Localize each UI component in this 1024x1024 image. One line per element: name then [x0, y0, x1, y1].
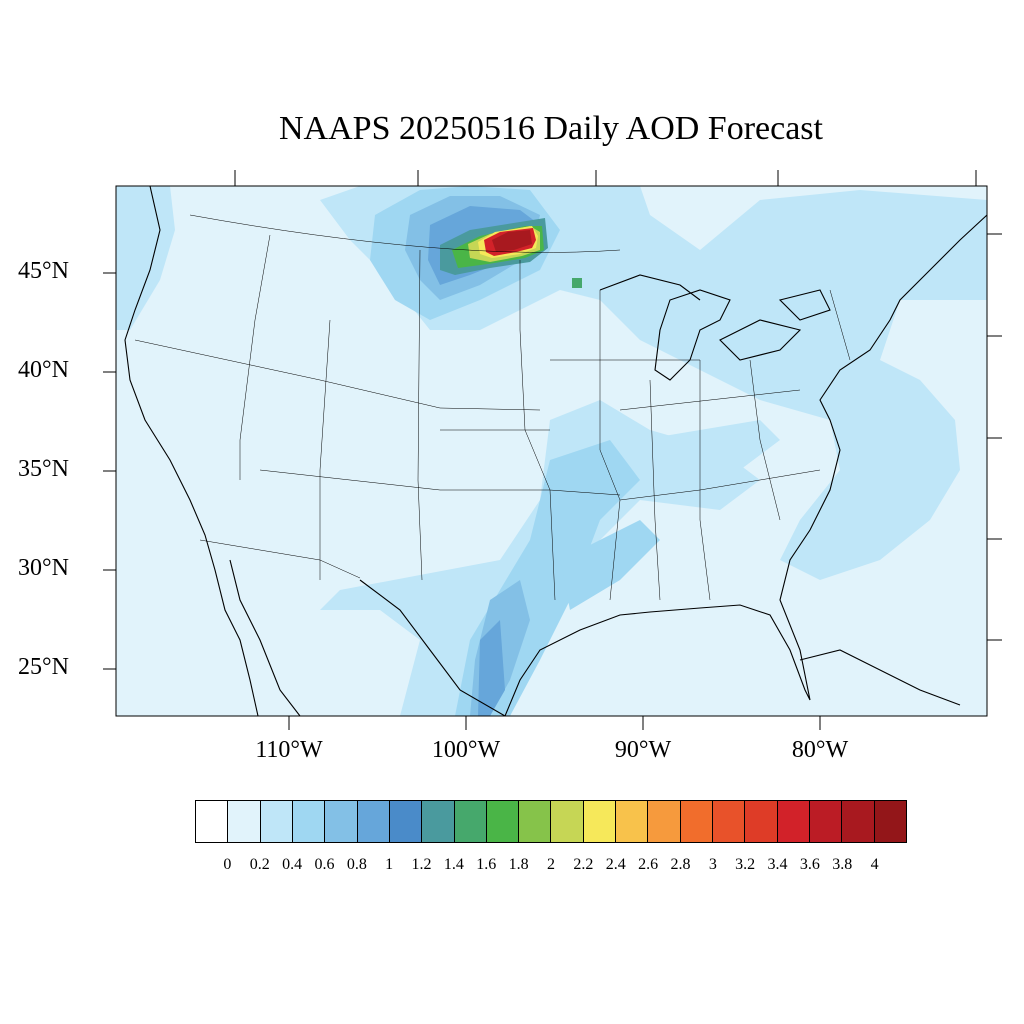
colorbar-tick-label: 1.8	[508, 856, 529, 873]
colorbar-tick-label: 3.8	[832, 856, 853, 873]
colorbar-swatch	[292, 801, 326, 842]
map-frame	[115, 185, 988, 717]
coastlines	[124, 186, 987, 716]
colorbar-swatch	[196, 801, 229, 842]
lon-label-110w: 110°W	[255, 737, 323, 763]
colorbar-swatch	[616, 801, 649, 842]
colorbar-swatch	[842, 801, 875, 842]
colorbar-swatch	[745, 801, 778, 842]
colorbar	[195, 800, 907, 843]
map-title: NAAPS 20250516 Daily AOD Forecast	[279, 110, 823, 147]
colorbar-swatch	[713, 801, 746, 842]
aod-map	[103, 170, 1002, 730]
colorbar-tick-label: 4	[870, 856, 879, 873]
colorbar-tick-label: 1	[385, 856, 394, 873]
lon-label-100w: 100°W	[431, 737, 501, 763]
colorbar-tick-label: 0.6	[314, 856, 335, 873]
colorbar-swatch	[519, 801, 552, 842]
colorbar-tick-label: 0.8	[346, 856, 367, 873]
lon-label-80w: 80°W	[791, 737, 849, 763]
colorbar-swatch	[874, 801, 906, 842]
colorbar-swatch	[809, 801, 843, 842]
lat-label-45: 45°N	[18, 258, 69, 284]
colorbar-swatch	[389, 801, 423, 842]
colorbar-tick-label: 1.6	[476, 856, 497, 873]
lon-label-90w: 90°W	[614, 737, 672, 763]
colorbar-tick-label: 2	[547, 856, 555, 873]
colorbar-swatch	[422, 801, 455, 842]
colorbar-swatch	[680, 801, 713, 842]
state-borders	[134, 214, 851, 601]
lat-label-40: 40°N	[18, 357, 69, 383]
colorbar-swatch	[454, 801, 487, 842]
lat-label-30: 30°N	[18, 555, 69, 581]
colorbar-swatch	[486, 801, 520, 842]
colorbar-tick-label: 2.4	[605, 856, 626, 873]
colorbar-swatch	[583, 801, 617, 842]
map-ticks	[103, 170, 1002, 730]
colorbar-swatch	[551, 801, 584, 842]
colorbar-tick-label: 0	[223, 856, 232, 873]
lat-label-35: 35°N	[18, 456, 69, 482]
colorbar-swatch	[228, 801, 261, 842]
colorbar-tick-label: 3.2	[735, 856, 756, 873]
colorbar-tick-label: 2.6	[638, 856, 659, 873]
colorbar-tick-label: 1.4	[443, 856, 464, 873]
colorbar-tick-label: 2.8	[670, 856, 691, 873]
colorbar-tick-label: 2.2	[573, 856, 594, 873]
colorbar-tick-label: 0.2	[249, 856, 270, 873]
colorbar-swatch	[260, 801, 293, 842]
colorbar-swatch	[777, 801, 810, 842]
colorbar-tick-label: 3.6	[799, 856, 820, 873]
colorbar-tick-label: 0.4	[282, 856, 303, 873]
colorbar-tick-label: 3	[708, 856, 717, 873]
colorbar-swatch	[325, 801, 358, 842]
colorbar-tick-label: 3.4	[767, 856, 788, 873]
lat-label-25: 25°N	[18, 654, 69, 680]
colorbar-swatch	[357, 801, 390, 842]
colorbar-swatch	[648, 801, 681, 842]
smoke-plume	[440, 218, 582, 288]
colorbar-tick-label: 1.2	[411, 856, 432, 873]
